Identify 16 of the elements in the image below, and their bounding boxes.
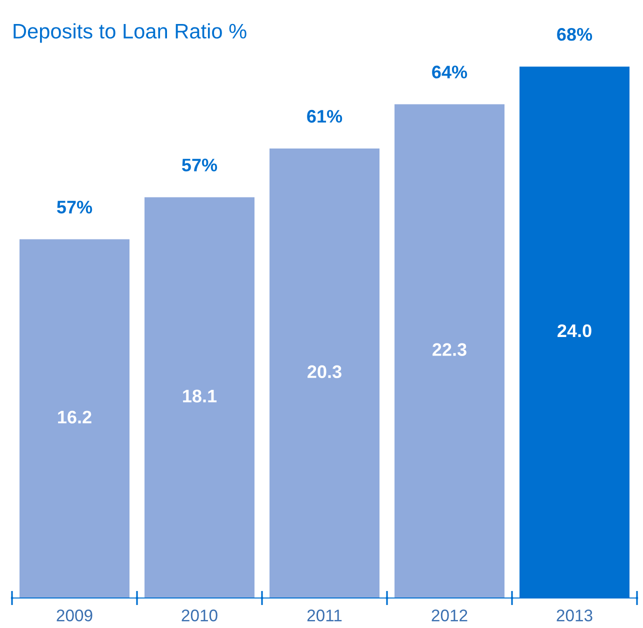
data-label: 22.3 <box>432 343 466 356</box>
data-label: 18.1 <box>183 390 217 402</box>
x-tick-label: 2010 <box>182 610 218 622</box>
data-label: 24.0 <box>558 324 592 338</box>
x-tick-label: 2009 <box>56 610 92 622</box>
x-tick-label: 2013 <box>556 610 592 622</box>
annotation: 57% <box>182 158 218 172</box>
annotation: 61% <box>307 110 342 123</box>
chart-title: Deposits to Loan Ratio % <box>14 23 246 43</box>
annotation: 68% <box>557 28 592 41</box>
x-tick-label: 2011 <box>307 610 342 622</box>
x-tick-label: 2012 <box>432 610 468 622</box>
annotation: 57% <box>56 200 92 214</box>
data-label: 20.3 <box>308 365 342 378</box>
annotation: 64% <box>432 66 468 78</box>
data-label: 16.2 <box>58 410 92 424</box>
